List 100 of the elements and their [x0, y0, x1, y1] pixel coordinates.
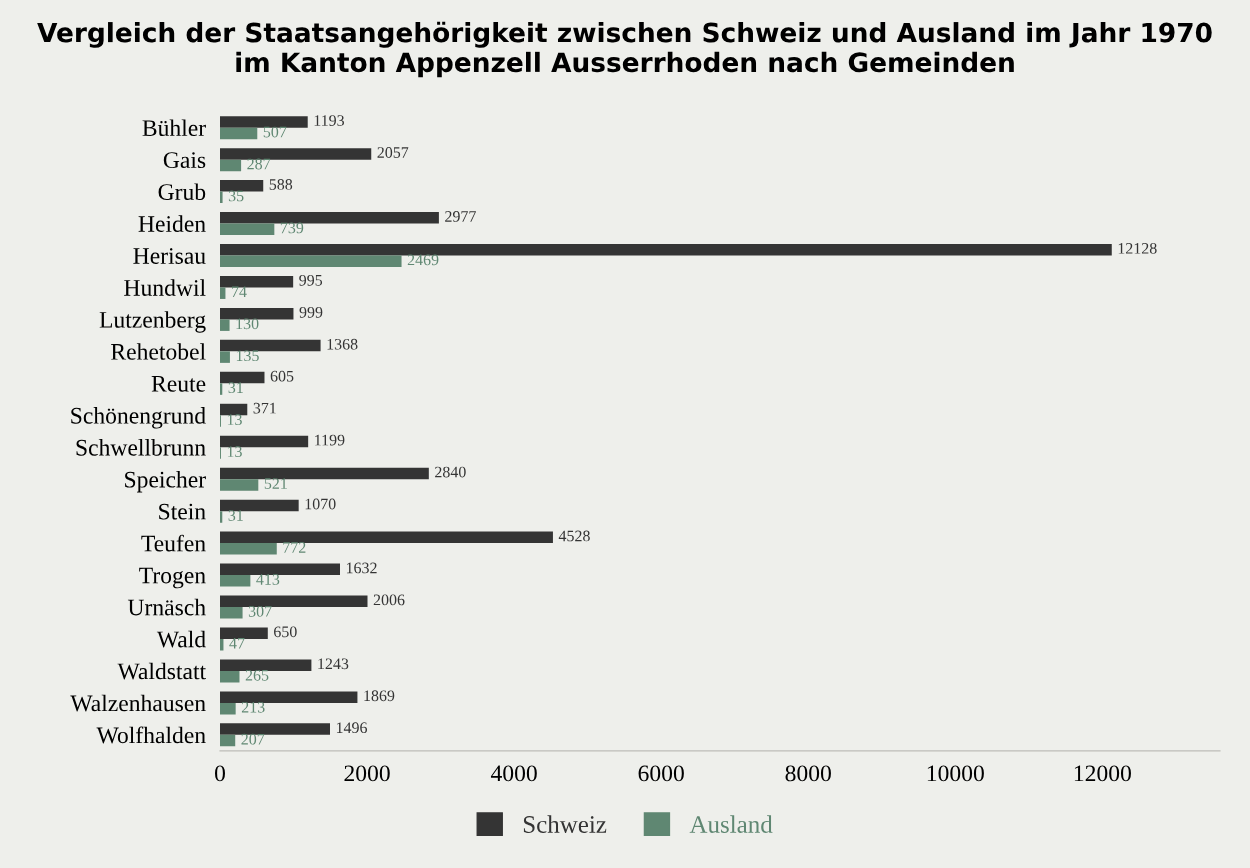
bar: [220, 543, 277, 555]
data-label: 2006: [373, 594, 405, 606]
bar: [220, 319, 230, 331]
data-label: 31: [228, 382, 243, 394]
bar: [220, 563, 340, 576]
y-tick-label: Waldstatt: [117, 662, 206, 680]
y-tick-label: Hundwil: [124, 279, 206, 296]
bar: [220, 659, 312, 671]
data-label: 13: [227, 446, 242, 457]
bar: [220, 275, 294, 288]
data-label: 13: [227, 414, 242, 426]
bar: [220, 243, 1112, 256]
y-tick-label: Teufen: [141, 534, 206, 552]
data-label: 507: [263, 126, 287, 138]
data-label: 772: [283, 542, 306, 553]
bar: [220, 702, 236, 715]
data-label: 605: [270, 370, 294, 382]
y-tick-label: Trogen: [139, 567, 206, 589]
data-label: 4528: [558, 530, 590, 542]
data-label: 12128: [1118, 242, 1157, 254]
data-label: 413: [256, 574, 280, 585]
x-tick-label: 0: [215, 765, 225, 782]
data-label: 1368: [327, 338, 358, 350]
data-label: 2840: [435, 466, 466, 478]
data-label: 35: [228, 190, 244, 202]
data-label: 74: [232, 286, 247, 298]
bar: [220, 595, 368, 608]
bar: [220, 479, 259, 491]
y-tick-label: Speicher: [125, 471, 206, 493]
data-label: 999: [299, 306, 323, 318]
y-tick-label: Herisau: [133, 248, 206, 264]
data-label: 588: [269, 179, 293, 190]
legend-label: Schweiz: [523, 815, 607, 833]
bar: [220, 734, 236, 747]
x-tick-label: 8000: [785, 765, 831, 782]
data-label: 135: [236, 350, 259, 362]
data-label: 47: [229, 638, 245, 649]
x-tick-label: 12000: [1074, 765, 1131, 782]
y-tick-label: Walzenhausen: [70, 694, 206, 712]
y-tick-label: Schwellbrunn: [76, 439, 206, 456]
bar: [220, 627, 268, 639]
data-label: 1199: [315, 434, 345, 446]
x-tick-label: 6000: [638, 765, 684, 782]
data-label: 2977: [445, 211, 476, 222]
data-label: 2469: [407, 254, 439, 266]
y-tick-label: Stein: [159, 503, 206, 520]
data-label: 31: [228, 510, 243, 521]
bar: [220, 531, 553, 544]
bar: [220, 180, 264, 192]
data-label: 287: [247, 158, 271, 170]
data-label: 521: [264, 478, 287, 489]
x-tick-label: 2000: [344, 765, 390, 782]
y-tick-label: Wald: [156, 630, 206, 648]
bar: [220, 467, 429, 480]
bar: [220, 403, 248, 416]
bar: [220, 191, 223, 204]
x-tick-label: 10000: [927, 765, 984, 782]
bar: [220, 351, 230, 363]
bar: [220, 148, 372, 160]
bar: [220, 223, 275, 236]
data-label: 2057: [377, 147, 409, 158]
bar: [220, 371, 265, 384]
data-label: 1632: [346, 562, 377, 574]
y-tick-label: Schönengrund: [71, 407, 206, 429]
data-label: 207: [241, 733, 265, 745]
y-tick-label: Urnäsch: [127, 598, 206, 616]
bar: [220, 435, 309, 448]
data-label: 739: [280, 222, 304, 234]
data-label: 1869: [364, 690, 395, 702]
y-tick-label: Wolfhalden: [96, 726, 206, 744]
bar: [220, 723, 330, 735]
bar: [220, 575, 251, 587]
data-label: 995: [299, 274, 323, 286]
y-tick-label: Gais: [163, 152, 206, 169]
y-tick-label: Rehetobel: [111, 343, 206, 360]
bar: [220, 607, 243, 619]
y-tick-label: Heiden: [138, 215, 206, 232]
data-label: 650: [274, 626, 297, 638]
y-tick-label: Grub: [158, 183, 206, 201]
bar: [220, 339, 321, 352]
data-label: 307: [248, 605, 272, 617]
data-label: 1496: [336, 722, 368, 734]
data-label: 1193: [314, 115, 344, 126]
chart-title: Vergleich der Staatsangehörigkeit zwischen Schweiz und Ausland im Jahr 1970 im Kanton Appenzell Ausserrhoden nach Gemeinden: [37, 21, 1212, 78]
y-tick-label: Lutzenberg: [99, 311, 206, 333]
bar: [220, 127, 258, 140]
bar: [220, 383, 223, 395]
bar: [220, 255, 402, 267]
data-label: 130: [236, 318, 259, 330]
data-label: 213: [241, 701, 265, 713]
bar: [220, 287, 226, 299]
y-tick-label: Bühler: [142, 119, 206, 137]
data-label: 1070: [305, 498, 336, 510]
bar: [220, 691, 358, 703]
legend-label: Ausland: [689, 815, 773, 833]
bar: [220, 159, 242, 172]
data-label: 371: [253, 402, 276, 414]
bar: [220, 307, 294, 320]
x-tick-label: 4000: [490, 765, 537, 782]
bar: [220, 511, 223, 523]
